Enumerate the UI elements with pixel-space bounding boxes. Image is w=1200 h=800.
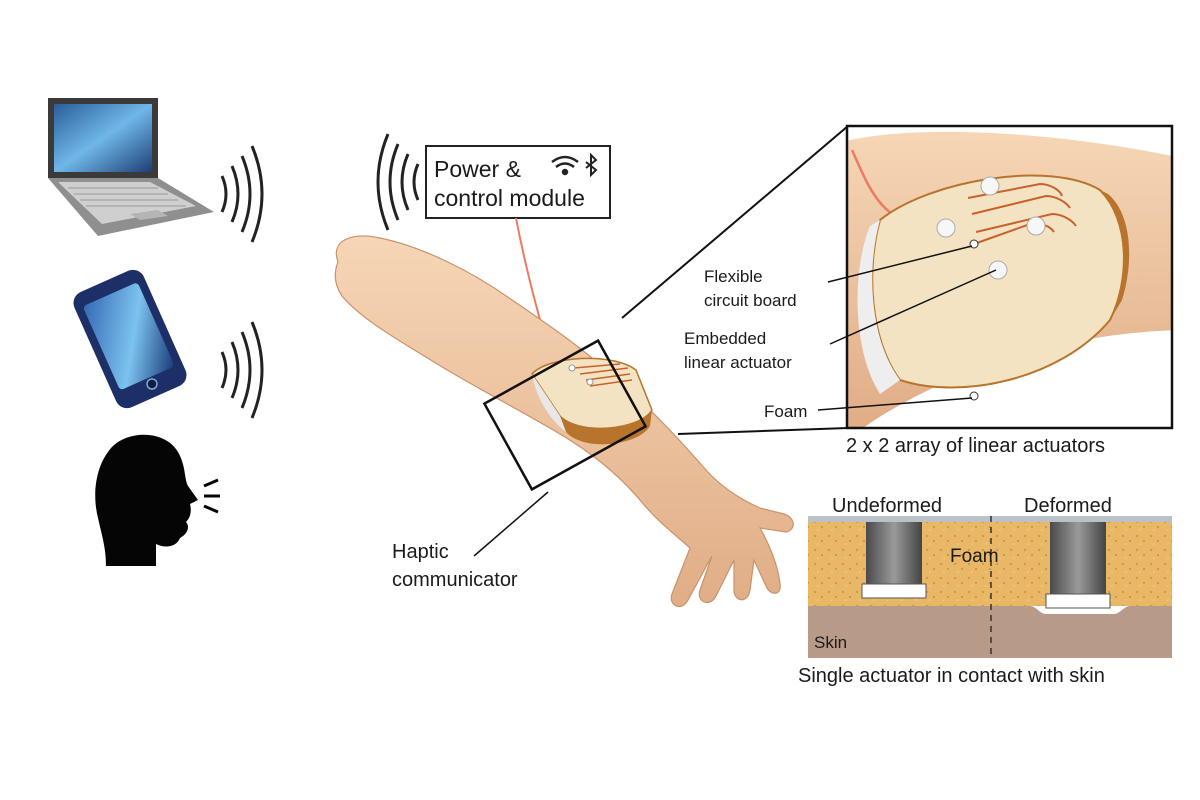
power-control-module: Power & control module [425, 145, 611, 219]
actuator-dot [980, 176, 1000, 196]
haptic-leader-line [473, 491, 549, 557]
bluetooth-icon [585, 152, 598, 178]
flexible-leader [827, 245, 973, 283]
array-caption: 2 x 2 array of linear actuators [846, 435, 1105, 457]
actuator-dot [988, 260, 1008, 280]
wireless-waves-phone [220, 321, 264, 419]
actuator-dot [936, 218, 956, 238]
skin-label: Skin [814, 633, 847, 652]
actuator-dot [1026, 216, 1046, 236]
actuator-cross-section: Undeformed Deformed Foam Skin [808, 495, 1172, 658]
flexible-label-line1: Flexible [704, 267, 763, 286]
phone-icon [73, 269, 187, 409]
band-detail-inset [845, 124, 1174, 430]
power-module-label-line2: control module [434, 185, 585, 211]
foam-label: Foam [764, 402, 807, 421]
flexible-label-line2: circuit board [704, 291, 797, 310]
laptop-icon [48, 98, 214, 236]
wireless-waves-module [376, 133, 420, 231]
deformed-label: Deformed [1024, 495, 1112, 517]
wifi-icon [551, 155, 579, 176]
wireless-waves-laptop [220, 145, 264, 243]
power-module-label-line1: Power & [434, 156, 521, 182]
single-actuator-caption: Single actuator in contact with skin [798, 665, 1105, 687]
haptic-label-line1: Haptic [392, 541, 449, 563]
zoom-region-box [482, 338, 648, 492]
speaking-head-icon [95, 434, 220, 566]
haptic-label-line2: communicator [392, 569, 518, 591]
embedded-label-line1: Embedded [684, 329, 766, 348]
foam-inset-label: Foam [950, 546, 999, 567]
undeformed-label: Undeformed [832, 495, 942, 517]
zoom-connector-top [621, 125, 849, 319]
foam-leader [817, 397, 973, 411]
embedded-label-line2: linear actuator [684, 353, 792, 372]
zoom-connector-bottom [677, 427, 849, 435]
embedded-leader [829, 269, 997, 345]
